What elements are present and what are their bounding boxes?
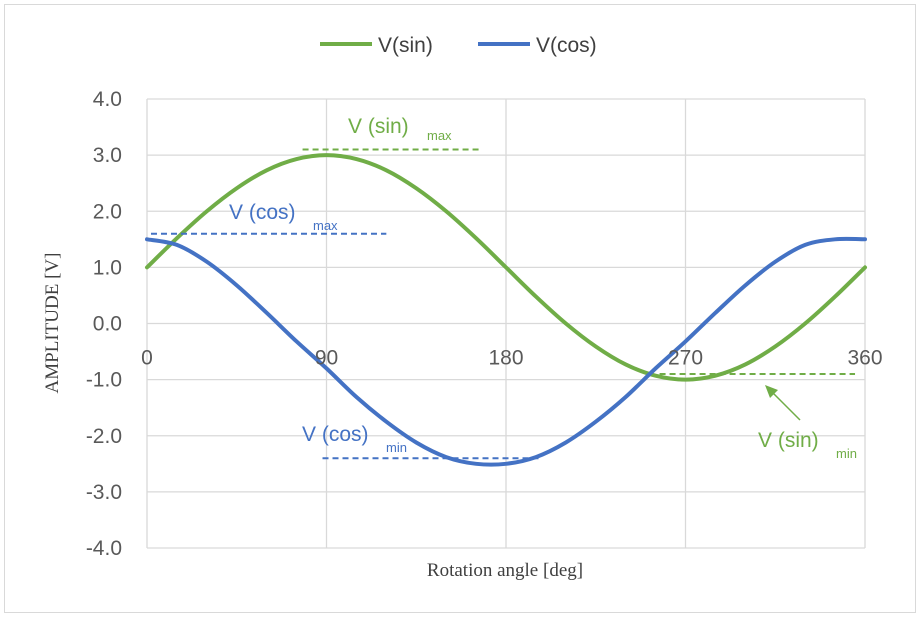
y-tick-label: 2.0	[93, 200, 122, 223]
x-axis-title: Rotation angle [deg]	[427, 560, 583, 581]
y-tick-label: -4.0	[86, 537, 122, 560]
x-tick-label: 360	[847, 347, 882, 370]
annotation-subscript-cos-min: min	[386, 440, 407, 455]
y-tick-label: -3.0	[86, 481, 122, 504]
chart-frame	[4, 4, 916, 613]
y-tick-label: -2.0	[86, 425, 122, 448]
legend-label-cos: V(cos)	[536, 34, 597, 57]
annotation-label-sin-max: V (sin)	[348, 115, 409, 138]
x-tick-label: 0	[141, 347, 153, 370]
y-tick-label: 1.0	[93, 256, 122, 279]
annotation-subscript-sin-min: min	[836, 446, 857, 461]
legend-label-sin: V(sin)	[378, 34, 433, 57]
annotation-label-cos-max: V (cos)	[229, 201, 296, 224]
annotation-arrowhead-sin-min	[765, 385, 778, 398]
y-axis-title: AMPLITUDE [V]	[42, 253, 63, 394]
series-lines	[145, 153, 867, 467]
series-line-sin	[145, 153, 867, 382]
annotation-arrow-sin-min	[771, 391, 801, 421]
y-tick-label: 4.0	[93, 88, 122, 111]
x-tick-label: 90	[315, 347, 338, 370]
annotation-subscript-sin-max: max	[427, 128, 452, 143]
annotations: V (sin) max V (cos) max V (cos) min V (sin) min	[150, 115, 857, 461]
annotation-subscript-cos-max: max	[313, 218, 338, 233]
annotation-label-sin-min: V (sin)	[758, 429, 819, 452]
series-line-cos	[145, 236, 867, 467]
y-tick-label: 0.0	[93, 313, 122, 336]
x-tick-label: 180	[488, 347, 523, 370]
grid	[146, 98, 866, 549]
y-tick-label: 3.0	[93, 144, 122, 167]
x-tick-label: 270	[668, 347, 703, 370]
legend: V(sin) V(cos)	[320, 34, 597, 57]
tick-labels: 4.0 3.0 2.0 1.0 0.0 -1.0 -2.0 -3.0 -4.0 0 90 180 270…	[86, 88, 883, 560]
annotation-label-cos-min: V (cos)	[302, 423, 369, 446]
y-tick-label: -1.0	[86, 369, 122, 392]
